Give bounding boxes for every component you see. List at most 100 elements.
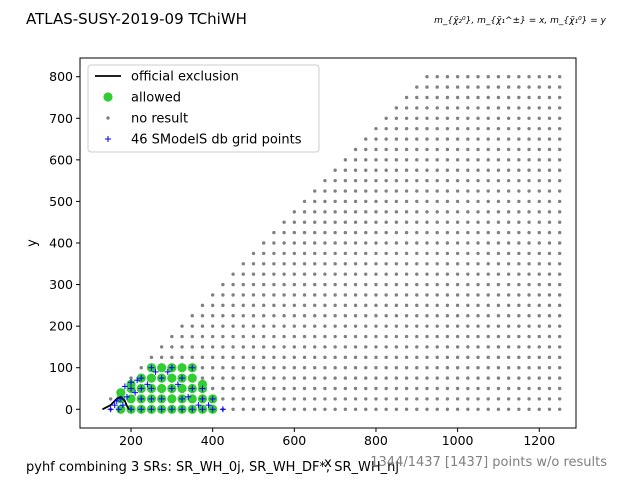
db-grid-point [168, 364, 175, 371]
no-result-point [231, 272, 235, 276]
no-result-point [537, 262, 541, 266]
no-result-point [323, 272, 327, 276]
no-result-point [394, 137, 399, 141]
no-result-point [272, 334, 276, 339]
no-result-point [466, 345, 470, 349]
no-result-point [486, 334, 490, 339]
no-result-point [282, 220, 286, 224]
no-result-point [262, 407, 266, 411]
no-result-point [557, 303, 562, 308]
no-result-point [445, 272, 450, 276]
no-result-point [313, 293, 317, 297]
no-result-point [302, 293, 307, 297]
no-result-point [435, 303, 439, 308]
no-result-point [537, 178, 541, 183]
no-result-point [231, 355, 235, 360]
no-result-point [537, 386, 541, 391]
no-result-point [517, 303, 521, 308]
no-result-point [506, 220, 511, 224]
db-grid-point [174, 381, 181, 388]
no-result-point [353, 241, 358, 245]
no-result-point [302, 314, 307, 318]
no-result-point [404, 293, 409, 297]
no-result-point [415, 355, 419, 360]
no-result-point [415, 251, 419, 256]
no-result-point [282, 230, 286, 235]
no-result-point [537, 137, 541, 141]
no-result-point [241, 345, 245, 349]
no-result-point [425, 355, 429, 360]
no-result-point [272, 345, 276, 349]
no-result-point [404, 189, 409, 193]
no-result-point [557, 324, 562, 328]
no-result-point [313, 189, 317, 193]
no-result-point [557, 386, 562, 391]
no-result-point [466, 241, 470, 245]
no-result-point [262, 314, 266, 318]
allowed-point [177, 383, 187, 394]
no-result-point [547, 220, 552, 224]
no-result-point [557, 220, 562, 224]
no-result-point [292, 303, 297, 308]
no-result-point [547, 158, 552, 162]
no-result-point [404, 334, 409, 339]
no-result-point [506, 355, 511, 360]
no-result-point [302, 386, 307, 391]
no-result-point [262, 272, 266, 276]
no-result-point [292, 262, 297, 266]
no-result-point [466, 303, 470, 308]
no-result-point [313, 220, 317, 224]
no-result-point [557, 282, 562, 287]
no-result-point [496, 303, 501, 308]
no-result-points [108, 75, 562, 411]
no-result-point [364, 168, 368, 172]
no-result-point [425, 241, 429, 245]
no-result-point [415, 262, 419, 266]
no-result-point [527, 282, 531, 287]
no-result-point [364, 355, 368, 360]
no-result-point [374, 137, 378, 141]
no-result-point [343, 189, 348, 193]
no-result-point [323, 324, 327, 328]
no-result-point [404, 210, 409, 214]
no-result-point [496, 116, 501, 120]
no-result-point [374, 355, 378, 360]
allowed-point [167, 394, 177, 404]
no-result-point [547, 178, 552, 183]
no-result-point [374, 386, 378, 391]
no-result-point [537, 376, 541, 380]
y-tick-label: 200 [49, 319, 73, 334]
no-result-point [466, 324, 470, 328]
no-result-point [333, 345, 337, 349]
no-result-point [557, 230, 562, 235]
no-result-point [435, 397, 439, 401]
no-result-point [333, 230, 337, 235]
no-result-point [425, 220, 429, 224]
no-result-point [374, 126, 378, 131]
no-result-point [537, 345, 541, 349]
no-result-point [180, 334, 184, 339]
no-result-point [425, 116, 429, 120]
no-result-point [476, 324, 480, 328]
no-result-point [496, 386, 501, 391]
no-result-point [496, 189, 501, 193]
no-result-point [384, 178, 388, 183]
db-grid-point [113, 397, 120, 404]
no-result-point [384, 137, 388, 141]
no-result-point [435, 75, 439, 79]
no-result-point [241, 376, 245, 380]
no-result-point [302, 262, 307, 266]
no-result-point [435, 345, 439, 349]
no-result-point [200, 355, 205, 360]
db-grid-point [179, 395, 186, 402]
no-result-point [313, 303, 317, 308]
no-result-point [394, 251, 399, 256]
no-result-point [251, 366, 256, 370]
no-result-point [547, 126, 552, 131]
no-result-point [364, 189, 368, 193]
no-result-point [272, 262, 276, 266]
no-result-point [445, 85, 450, 89]
no-result-point [527, 210, 531, 214]
no-result-point [282, 376, 286, 380]
no-result-point [333, 303, 337, 308]
